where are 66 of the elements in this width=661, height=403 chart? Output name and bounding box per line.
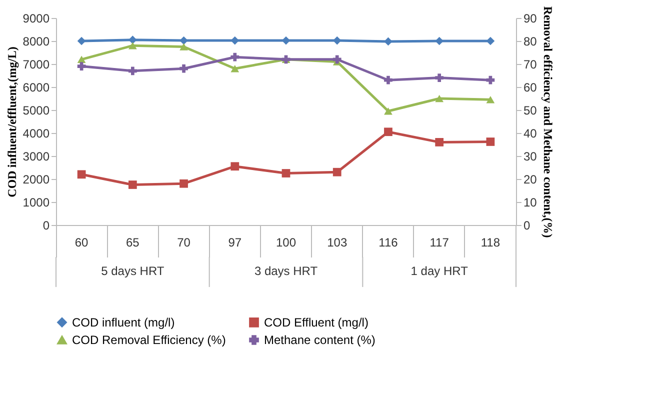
point	[332, 55, 342, 64]
point	[180, 64, 188, 73]
text: 3 days HRT	[254, 264, 318, 278]
point	[486, 76, 495, 84]
point	[486, 96, 495, 104]
y2-tick-label: 70	[524, 58, 538, 72]
legend-label: COD influent (mg/l)	[72, 315, 175, 330]
x-tick-label: 60	[74, 236, 89, 250]
point	[128, 180, 137, 189]
y2-tick-label: 10	[524, 196, 538, 210]
x-tick-label: 116	[378, 236, 398, 250]
point	[128, 66, 137, 76]
point	[384, 37, 392, 46]
point	[384, 128, 392, 136]
y2-tick-label: 60	[524, 80, 538, 94]
y-tick-label: 6000	[22, 80, 50, 94]
point	[180, 43, 188, 50]
y-tick-label: 9000	[22, 12, 50, 26]
y-tick-label: 7000	[22, 58, 50, 72]
x-tick-label: 100	[276, 236, 296, 250]
point	[332, 168, 342, 176]
point	[77, 56, 86, 64]
point	[230, 162, 240, 171]
point	[77, 170, 86, 179]
y2-tick-label: 90	[524, 12, 538, 26]
y2-tick-label: 80	[524, 34, 538, 48]
y-tick-label: 4000	[22, 126, 50, 140]
point	[128, 42, 137, 50]
point	[435, 74, 444, 82]
y2-axis-title: Removal efficiency and Methane content,(%)	[540, 6, 555, 238]
text: 5 days HRT	[101, 264, 165, 278]
y2-tick-label: 40	[524, 126, 538, 140]
y2-tick-label: 30	[524, 150, 538, 164]
x-tick-label: 117	[430, 236, 450, 250]
point	[435, 94, 444, 102]
x-tick-label: 70	[177, 236, 191, 250]
point	[77, 36, 86, 46]
y-tick-label: 3000	[22, 150, 50, 164]
point	[282, 169, 290, 178]
point	[384, 108, 392, 115]
x-tick-label: 97	[228, 236, 242, 250]
point	[180, 179, 188, 188]
legend-label: Methane content (%)	[264, 333, 376, 347]
y2-tick-label: 0	[524, 218, 530, 232]
point	[230, 64, 240, 72]
y2-tick-label: 50	[524, 104, 538, 118]
x-tick-label: 118	[480, 236, 500, 250]
point	[282, 36, 290, 45]
y-tick-label: 0	[42, 218, 50, 232]
legend-label: COD Effluent (mg/l)	[264, 315, 368, 330]
point	[486, 138, 495, 146]
y-axis-title: COD influent/effluent,(mg/L)	[4, 46, 19, 198]
point	[77, 62, 86, 70]
x-tick-label: 103	[327, 236, 348, 250]
y-tick-label: 8000	[22, 34, 50, 48]
point	[435, 138, 444, 146]
text: 1 day HRT	[410, 264, 469, 278]
point	[384, 76, 392, 84]
y-tick-label: 5000	[22, 104, 50, 118]
point	[230, 52, 240, 62]
point	[486, 36, 495, 46]
x-tick-label: 65	[126, 236, 140, 250]
legend-label: COD Removal Efficiency (%)	[72, 333, 226, 347]
y-tick-label: 2000	[22, 172, 50, 186]
y-tick-label: 1000	[22, 196, 50, 210]
y2-tick-label: 20	[524, 172, 538, 186]
